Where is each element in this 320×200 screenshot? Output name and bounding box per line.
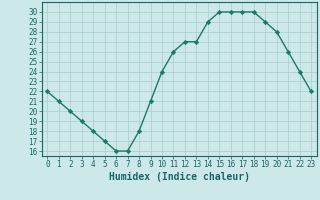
X-axis label: Humidex (Indice chaleur): Humidex (Indice chaleur) [109,172,250,182]
